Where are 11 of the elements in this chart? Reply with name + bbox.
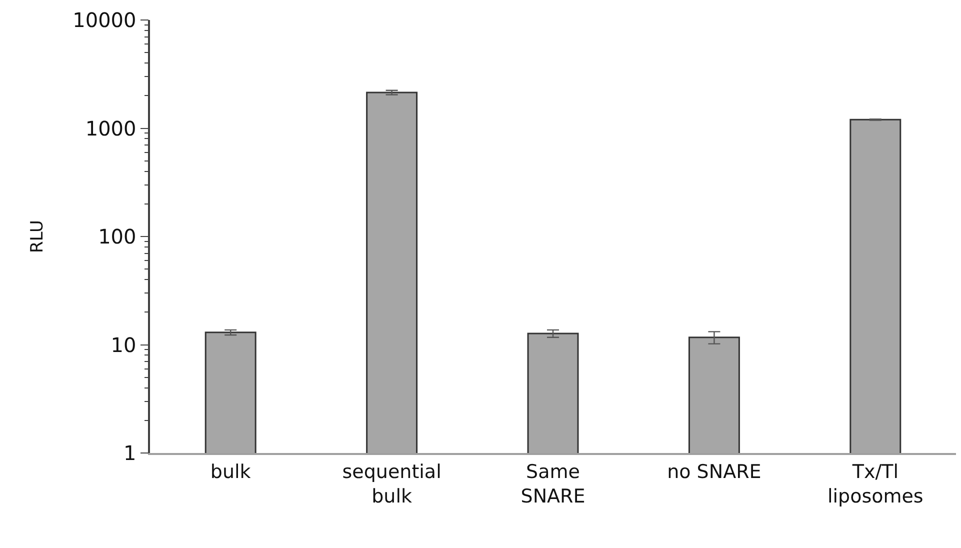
x-tick-label: no SNARE	[667, 460, 762, 483]
y-tick-label: 1	[124, 441, 136, 465]
x-tick-label: Same SNARE	[520, 460, 586, 508]
y-tick-label: 1000	[85, 116, 136, 140]
y-axis-title: RLU	[28, 220, 48, 253]
x-tick-label: Tx/Tl liposomes	[827, 460, 924, 508]
x-tick-label: bulk	[210, 460, 251, 483]
x-tick-label: sequential bulk	[342, 460, 442, 508]
y-tick-label: 10000	[72, 8, 136, 32]
y-tick-label: 100	[98, 224, 136, 248]
y-tick-label: 10	[110, 332, 136, 357]
